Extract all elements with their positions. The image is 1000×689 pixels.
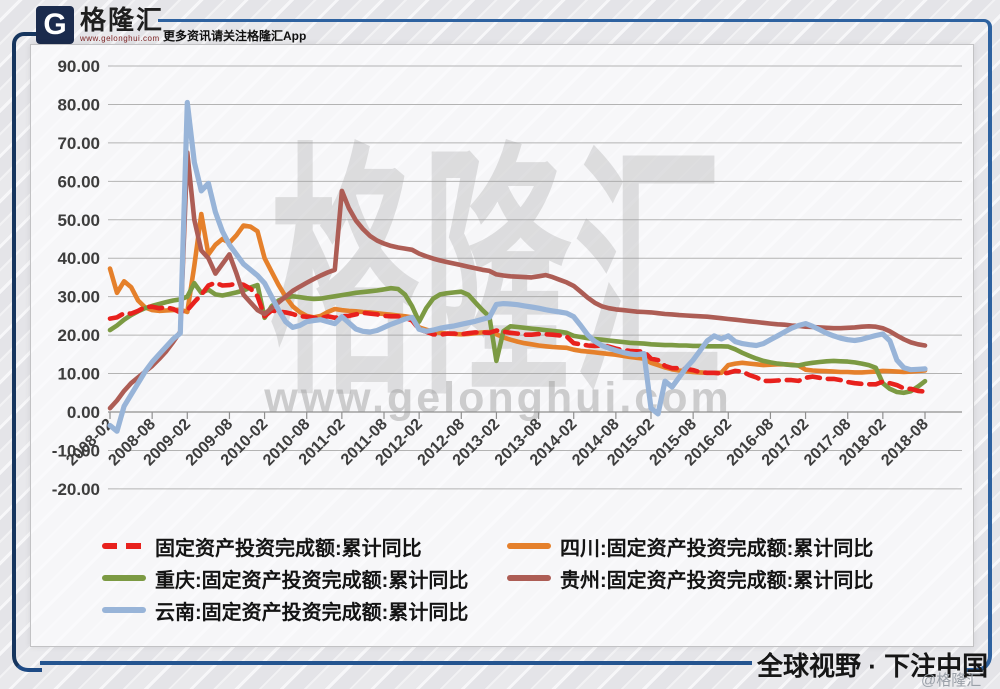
y-axis-tick-label: 20.00 (57, 326, 100, 345)
gelonghui-logo-icon: G (36, 6, 74, 44)
legend-label-sichuan: 四川:固定资产投资完成额:累计同比 (560, 537, 874, 560)
series-line-0 (107, 280, 928, 394)
footer-divider-line (40, 661, 752, 665)
brand-url: www.gelonghui.com (80, 34, 160, 43)
legend-item-sichuan: 四川:固定资产投资完成额:累计同比 (507, 533, 874, 560)
y-axis-tick-label: 40.00 (57, 249, 100, 268)
y-axis-tick-label: 0.00 (67, 403, 100, 422)
legend-swatch-national (102, 543, 146, 549)
y-axis-tick-label: 60.00 (57, 172, 100, 191)
x-axis-tick-label: 2018-08 (878, 416, 932, 470)
y-axis-tick-label: 70.00 (57, 134, 100, 153)
y-axis-tick-label: 90.00 (57, 57, 100, 76)
y-axis-tick-label: 50.00 (57, 211, 100, 230)
legend-label-yunnan: 云南:固定资产投资完成额:累计同比 (155, 601, 469, 624)
legend-item-yunnan: 云南:固定资产投资完成额:累计同比 (102, 597, 469, 624)
y-axis-tick-label: -20.00 (52, 480, 100, 499)
legend-label-chongqing: 重庆:固定资产投资完成额:累计同比 (155, 569, 469, 592)
left-corner-bracket (12, 32, 42, 672)
legend-item-chongqing: 重庆:固定资产投资完成额:累计同比 (102, 565, 469, 592)
series-line-2 (107, 280, 928, 396)
legend-swatch-sichuan (507, 543, 551, 549)
brand-name: 格隆汇 (80, 5, 165, 35)
legend-item-national: 固定资产投资完成额:累计同比 (102, 533, 422, 560)
series-line-4 (107, 99, 928, 434)
right-corner-bracket (964, 19, 992, 672)
series-line-3 (107, 150, 928, 411)
footer-slogan: 全球视野 · 下注中国 (757, 651, 989, 681)
legend-swatch-guizhou (507, 575, 551, 581)
y-axis-tick-label: 80.00 (57, 95, 100, 114)
legend-label-national: 固定资产投资完成额:累计同比 (155, 537, 422, 560)
header-divider-line (158, 19, 966, 22)
legend-swatch-yunnan (102, 607, 146, 613)
logo-letter: G (43, 8, 67, 41)
app-tagline: 更多资讯请关注格隆汇App (163, 29, 307, 43)
footer-credit: @格隆汇 (921, 672, 982, 689)
y-axis-tick-label: 10.00 (57, 365, 100, 384)
y-axis-tick-label: -10.00 (52, 441, 100, 460)
legend-label-guizhou: 贵州:固定资产投资完成额:累计同比 (560, 569, 874, 592)
y-axis-tick-label: 30.00 (57, 288, 100, 307)
legend-swatch-chongqing (102, 575, 146, 581)
brand-block: 格隆汇 www.gelonghui.com (80, 7, 164, 43)
legend-item-guizhou: 贵州:固定资产投资完成额:累计同比 (507, 565, 874, 592)
